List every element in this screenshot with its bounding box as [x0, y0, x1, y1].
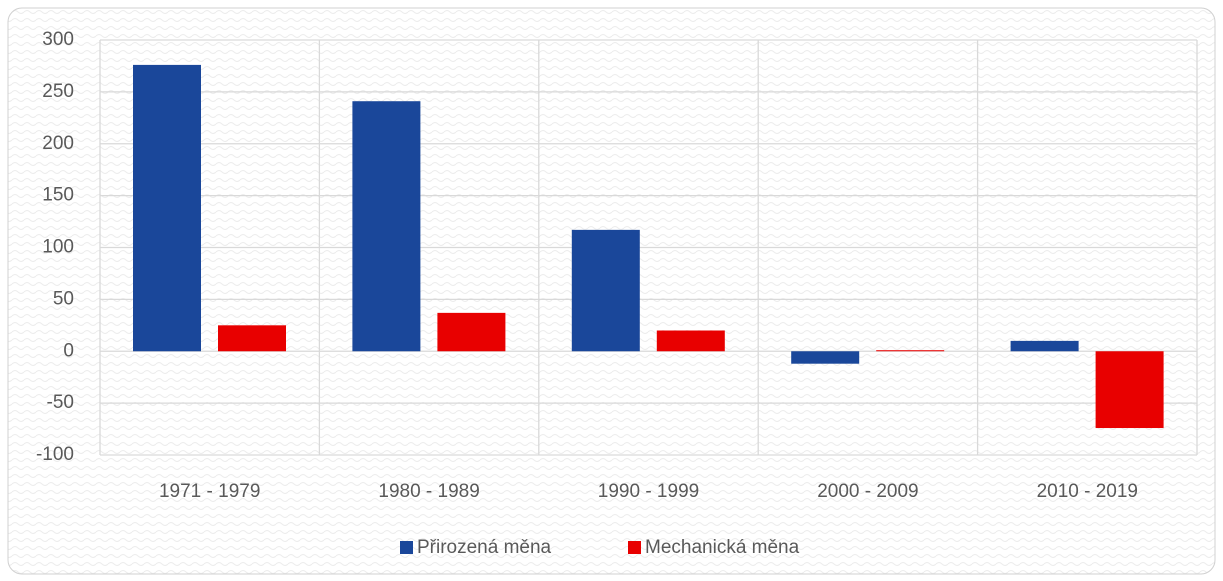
- bar: [791, 351, 860, 364]
- legend-swatch: [400, 541, 413, 554]
- bar: [437, 312, 506, 352]
- x-tick-label: 2000 - 2009: [817, 481, 918, 502]
- legend-label: Přirozená měna: [417, 537, 552, 558]
- y-tick-label: 250: [42, 81, 74, 102]
- bar: [352, 101, 421, 352]
- y-tick-label: 300: [42, 29, 74, 50]
- y-tick-label: 0: [63, 340, 74, 361]
- bar: [133, 64, 201, 352]
- bar: [1010, 340, 1079, 352]
- bar: [218, 325, 286, 352]
- bar: [571, 229, 640, 352]
- y-tick-label: 200: [42, 133, 74, 154]
- legend-label: Mechanická měna: [645, 537, 800, 558]
- y-tick-label: 100: [42, 237, 74, 258]
- y-tick-label: 150: [42, 185, 74, 206]
- x-tick-label: 1990 - 1999: [598, 481, 699, 502]
- x-tick-label: 1980 - 1989: [378, 481, 479, 502]
- bar: [656, 330, 725, 352]
- bar: [1095, 351, 1164, 429]
- bar: [876, 350, 945, 352]
- y-tick-label: -50: [47, 392, 74, 413]
- y-tick-label: 50: [53, 288, 74, 309]
- x-tick-label: 1971 - 1979: [159, 481, 260, 502]
- x-tick-label: 2010 - 2019: [1037, 481, 1138, 502]
- legend-swatch: [628, 541, 641, 554]
- y-tick-label: -100: [36, 444, 74, 465]
